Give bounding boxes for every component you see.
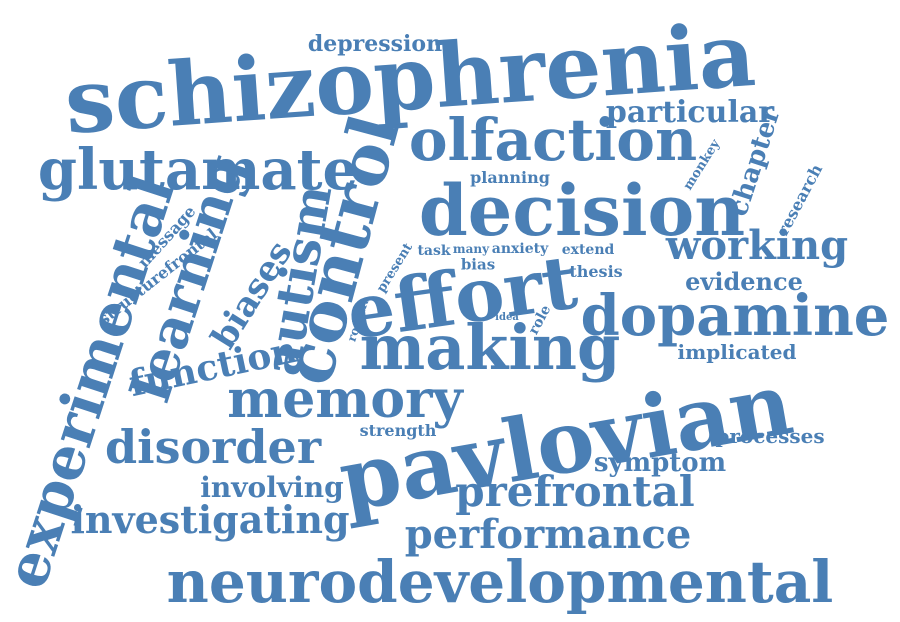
word-processes: processes (715, 424, 825, 448)
word-neurodevelopmental: neurodevelopmental (166, 548, 834, 616)
word-strength: strength (359, 421, 437, 440)
word-memory: memory (227, 369, 463, 430)
word-making: making (359, 311, 621, 384)
word-task: task (417, 243, 451, 259)
word-bias: bias (460, 255, 496, 274)
word-investigating: investigating (70, 497, 350, 542)
word-dopamine: dopamine (580, 283, 890, 349)
word-symptom: symptom (593, 448, 727, 478)
word-implicated: implicated (677, 340, 797, 364)
word-planning: planning (470, 168, 550, 187)
word-idea: idea (495, 312, 519, 323)
word-thesis: thesis (569, 262, 623, 281)
word-many: many (452, 242, 490, 256)
word-working: working (665, 222, 849, 269)
word-depression: depression (307, 31, 443, 57)
word-olfaction: olfaction (408, 106, 698, 174)
word-extend: extend (561, 242, 615, 258)
word-performance: performance (404, 511, 692, 558)
word-disorder: disorder (104, 420, 322, 474)
word-decision: decision (418, 169, 746, 252)
word-anxiety: anxiety (491, 241, 549, 257)
word-particular: particular (605, 95, 775, 130)
word-involving: involving (200, 471, 344, 504)
word-prefrontal: prefrontal (455, 467, 695, 516)
word-glutamate: glutamate (37, 137, 359, 203)
word-evidence: evidence (685, 267, 803, 296)
